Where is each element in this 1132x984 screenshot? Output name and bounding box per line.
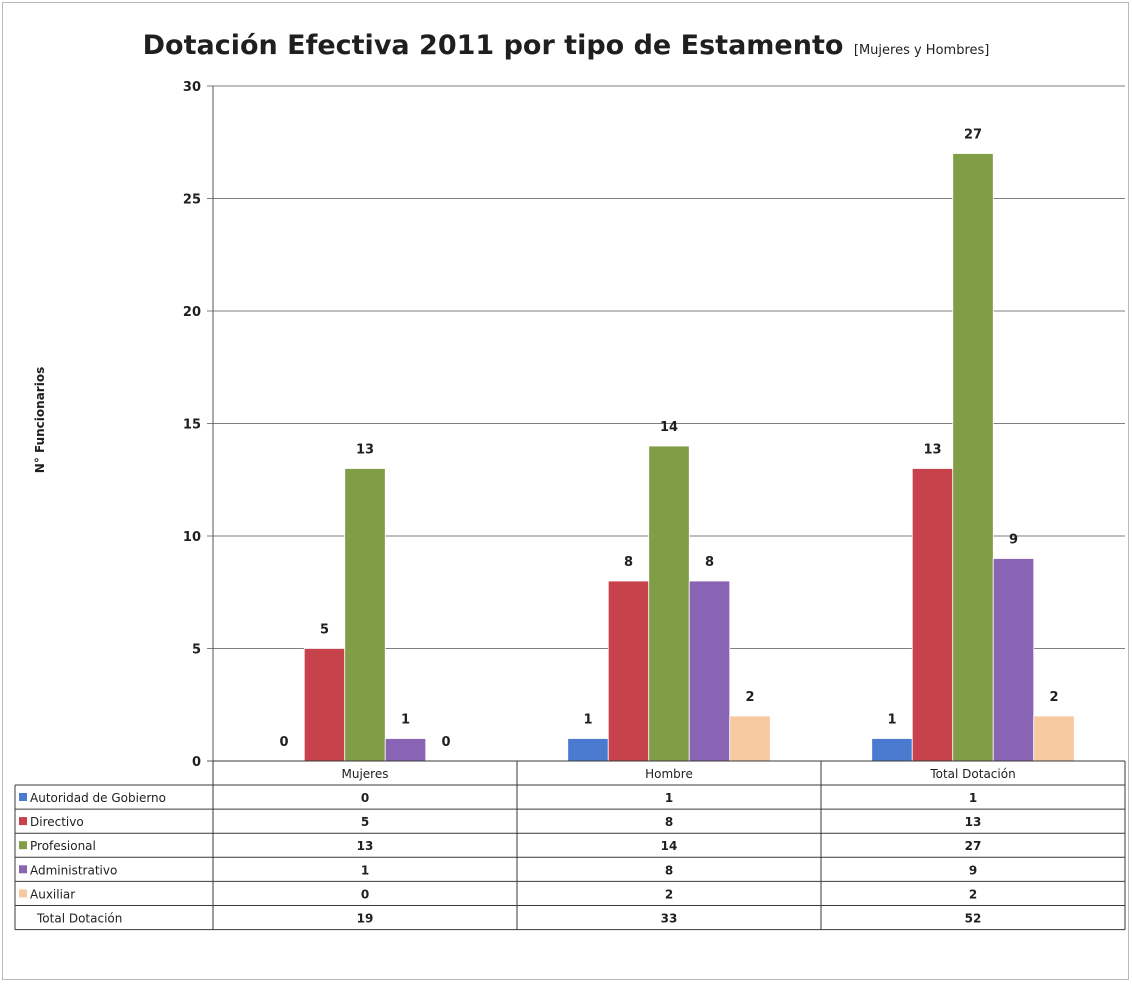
data-label: 2 bbox=[745, 690, 754, 705]
bar bbox=[344, 468, 386, 762]
table-cell-value: 9 bbox=[969, 863, 977, 877]
y-tick-label: 25 bbox=[183, 193, 201, 208]
table-cell-value: 13 bbox=[357, 839, 374, 853]
data-label: 27 bbox=[964, 128, 982, 143]
legend-swatch bbox=[19, 865, 27, 874]
x-category-label: Hombre bbox=[645, 767, 693, 781]
data-label: 8 bbox=[624, 555, 633, 570]
bar bbox=[729, 715, 771, 762]
table-cell-value: 0 bbox=[361, 791, 369, 805]
data-label: 5 bbox=[320, 623, 329, 638]
bar bbox=[688, 580, 731, 762]
table-cell-value: 1 bbox=[361, 863, 369, 877]
table-cell-value: 1 bbox=[969, 791, 977, 805]
x-category-label: Mujeres bbox=[342, 767, 389, 781]
data-label: 2 bbox=[1049, 690, 1058, 705]
y-tick-label: 0 bbox=[192, 755, 201, 770]
y-tick-label: 15 bbox=[183, 418, 201, 433]
bar bbox=[992, 558, 1035, 762]
chart-subtitle: [Mujeres y Hombres] bbox=[854, 43, 989, 58]
data-labels: 0 5 13 1 0 1 8 14 8 2 1 13 27 9 2 bbox=[279, 128, 1058, 751]
legend-swatch bbox=[19, 793, 27, 801]
bar bbox=[648, 445, 690, 762]
total-row-value: 19 bbox=[357, 912, 374, 926]
data-label: 1 bbox=[583, 713, 592, 728]
y-tick-label: 30 bbox=[183, 80, 201, 95]
data-table: Mujeres Hombre Total Dotación Autoridad de … bbox=[14, 760, 1126, 931]
data-label: 0 bbox=[441, 735, 450, 750]
legend-label: Profesional bbox=[30, 839, 96, 853]
table-cell-value: 27 bbox=[965, 839, 982, 853]
data-label: 9 bbox=[1009, 533, 1018, 548]
data-label: 14 bbox=[660, 420, 678, 435]
legend-swatch bbox=[19, 841, 27, 850]
legend-label: Administrativo bbox=[30, 863, 117, 877]
y-tick-labels: 0 5 10 15 20 25 30 bbox=[183, 80, 201, 770]
table-cell-value: 8 bbox=[665, 863, 673, 877]
table-cell-value: 2 bbox=[969, 887, 977, 901]
data-label: 1 bbox=[887, 713, 896, 728]
y-axis-label: N° Funcionarios bbox=[33, 367, 47, 473]
table-cell-value: 2 bbox=[665, 887, 673, 901]
total-row-label: Total Dotación bbox=[36, 912, 122, 926]
table-cell-value: 8 bbox=[665, 815, 673, 829]
legend-label: Auxiliar bbox=[30, 887, 75, 901]
table-cell-value: 0 bbox=[361, 887, 369, 901]
bar bbox=[871, 738, 913, 762]
legend-label: Autoridad de Gobierno bbox=[30, 791, 166, 805]
bar bbox=[952, 153, 994, 762]
bar bbox=[567, 738, 609, 762]
y-tick-label: 10 bbox=[183, 530, 201, 545]
table-cell-value: 1 bbox=[665, 791, 673, 805]
legend-swatch bbox=[19, 889, 27, 898]
bar bbox=[384, 738, 427, 762]
data-label: 1 bbox=[401, 713, 410, 728]
y-tick-label: 5 bbox=[192, 643, 201, 658]
table-cell-value: 13 bbox=[965, 815, 982, 829]
data-label: 0 bbox=[279, 735, 288, 750]
chart-title-group: Dotación Efectiva 2011 por tipo de Estam… bbox=[143, 30, 990, 61]
data-label: 13 bbox=[356, 443, 374, 458]
legend-label: Directivo bbox=[30, 815, 84, 829]
total-row-value: 52 bbox=[965, 912, 982, 926]
legend-swatch bbox=[19, 817, 27, 826]
bar bbox=[1033, 715, 1075, 762]
y-tick-label: 20 bbox=[183, 305, 201, 320]
data-label: 8 bbox=[705, 555, 714, 570]
bar bbox=[911, 468, 954, 762]
table-cell-value: 14 bbox=[661, 839, 678, 853]
data-label: 13 bbox=[923, 443, 941, 458]
x-category-label: Total Dotación bbox=[929, 767, 1015, 781]
bars bbox=[303, 153, 1075, 762]
table-cell-value: 5 bbox=[361, 815, 369, 829]
total-row-value: 33 bbox=[661, 912, 678, 926]
bar bbox=[607, 580, 650, 762]
bar bbox=[303, 648, 346, 762]
chart-title: Dotación Efectiva 2011 por tipo de Estam… bbox=[143, 30, 844, 61]
